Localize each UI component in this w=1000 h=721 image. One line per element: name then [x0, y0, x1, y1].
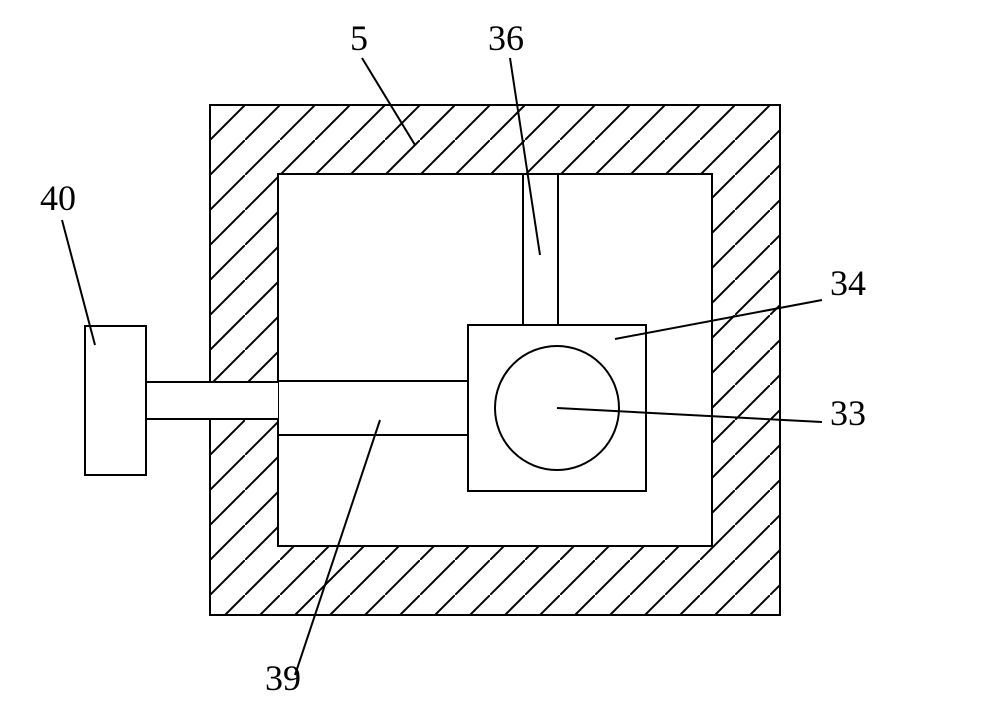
label-33: 33: [830, 393, 866, 433]
label-40: 40: [40, 178, 76, 218]
diagram-svg: 5 36 40 34 33 39: [0, 0, 1000, 721]
leader-40: [62, 220, 95, 345]
label-34: 34: [830, 263, 866, 303]
label-39: 39: [265, 658, 301, 698]
engineering-diagram: 5 36 40 34 33 39: [0, 0, 1000, 721]
side-component-40: [85, 326, 146, 475]
label-5: 5: [350, 18, 368, 58]
label-36: 36: [488, 18, 524, 58]
